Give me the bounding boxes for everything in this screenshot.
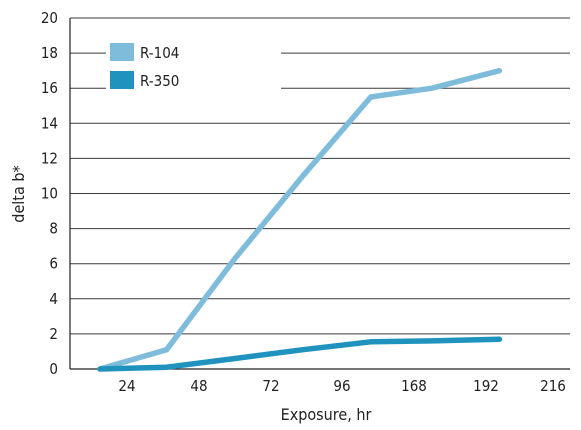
y-tick-label: 12 (41, 149, 58, 167)
y-tick-label: 18 (41, 44, 58, 62)
x-tick-label: 72 (262, 377, 279, 395)
series-line-r-104 (97, 67, 503, 372)
x-tick-label: 48 (190, 377, 207, 395)
y-tick-label: 0 (49, 360, 58, 378)
y-tick-label: 16 (41, 79, 58, 97)
series-line-r-350 (97, 336, 503, 372)
legend-bg (106, 40, 281, 64)
series-lines (97, 67, 503, 372)
gridlines (70, 17, 570, 335)
legend-swatch (110, 71, 134, 89)
legend-label: R-104 (140, 44, 179, 62)
x-axis-title: Exposure, hr (281, 405, 372, 424)
x-tick-label: 216 (540, 377, 566, 395)
y-tick-label: 10 (41, 185, 58, 203)
y-axis-title: delta b* (9, 165, 28, 222)
x-tick-label: 192 (473, 377, 499, 395)
x-tick-label: 24 (118, 377, 135, 395)
legend: R-104 R-350 (106, 40, 281, 92)
y-tick-label: 20 (41, 9, 58, 27)
legend-bg (106, 68, 281, 92)
legend-swatch (110, 43, 134, 61)
y-tick-label: 14 (41, 114, 58, 132)
y-tick-label: 2 (49, 325, 58, 343)
y-tick-label: 6 (49, 255, 58, 273)
y-tick-label: 4 (49, 290, 58, 308)
x-tick-label: 168 (401, 377, 427, 395)
y-tick-label: 8 (49, 220, 58, 238)
legend-label: R-350 (140, 72, 179, 90)
x-tick-label: 96 (333, 377, 350, 395)
